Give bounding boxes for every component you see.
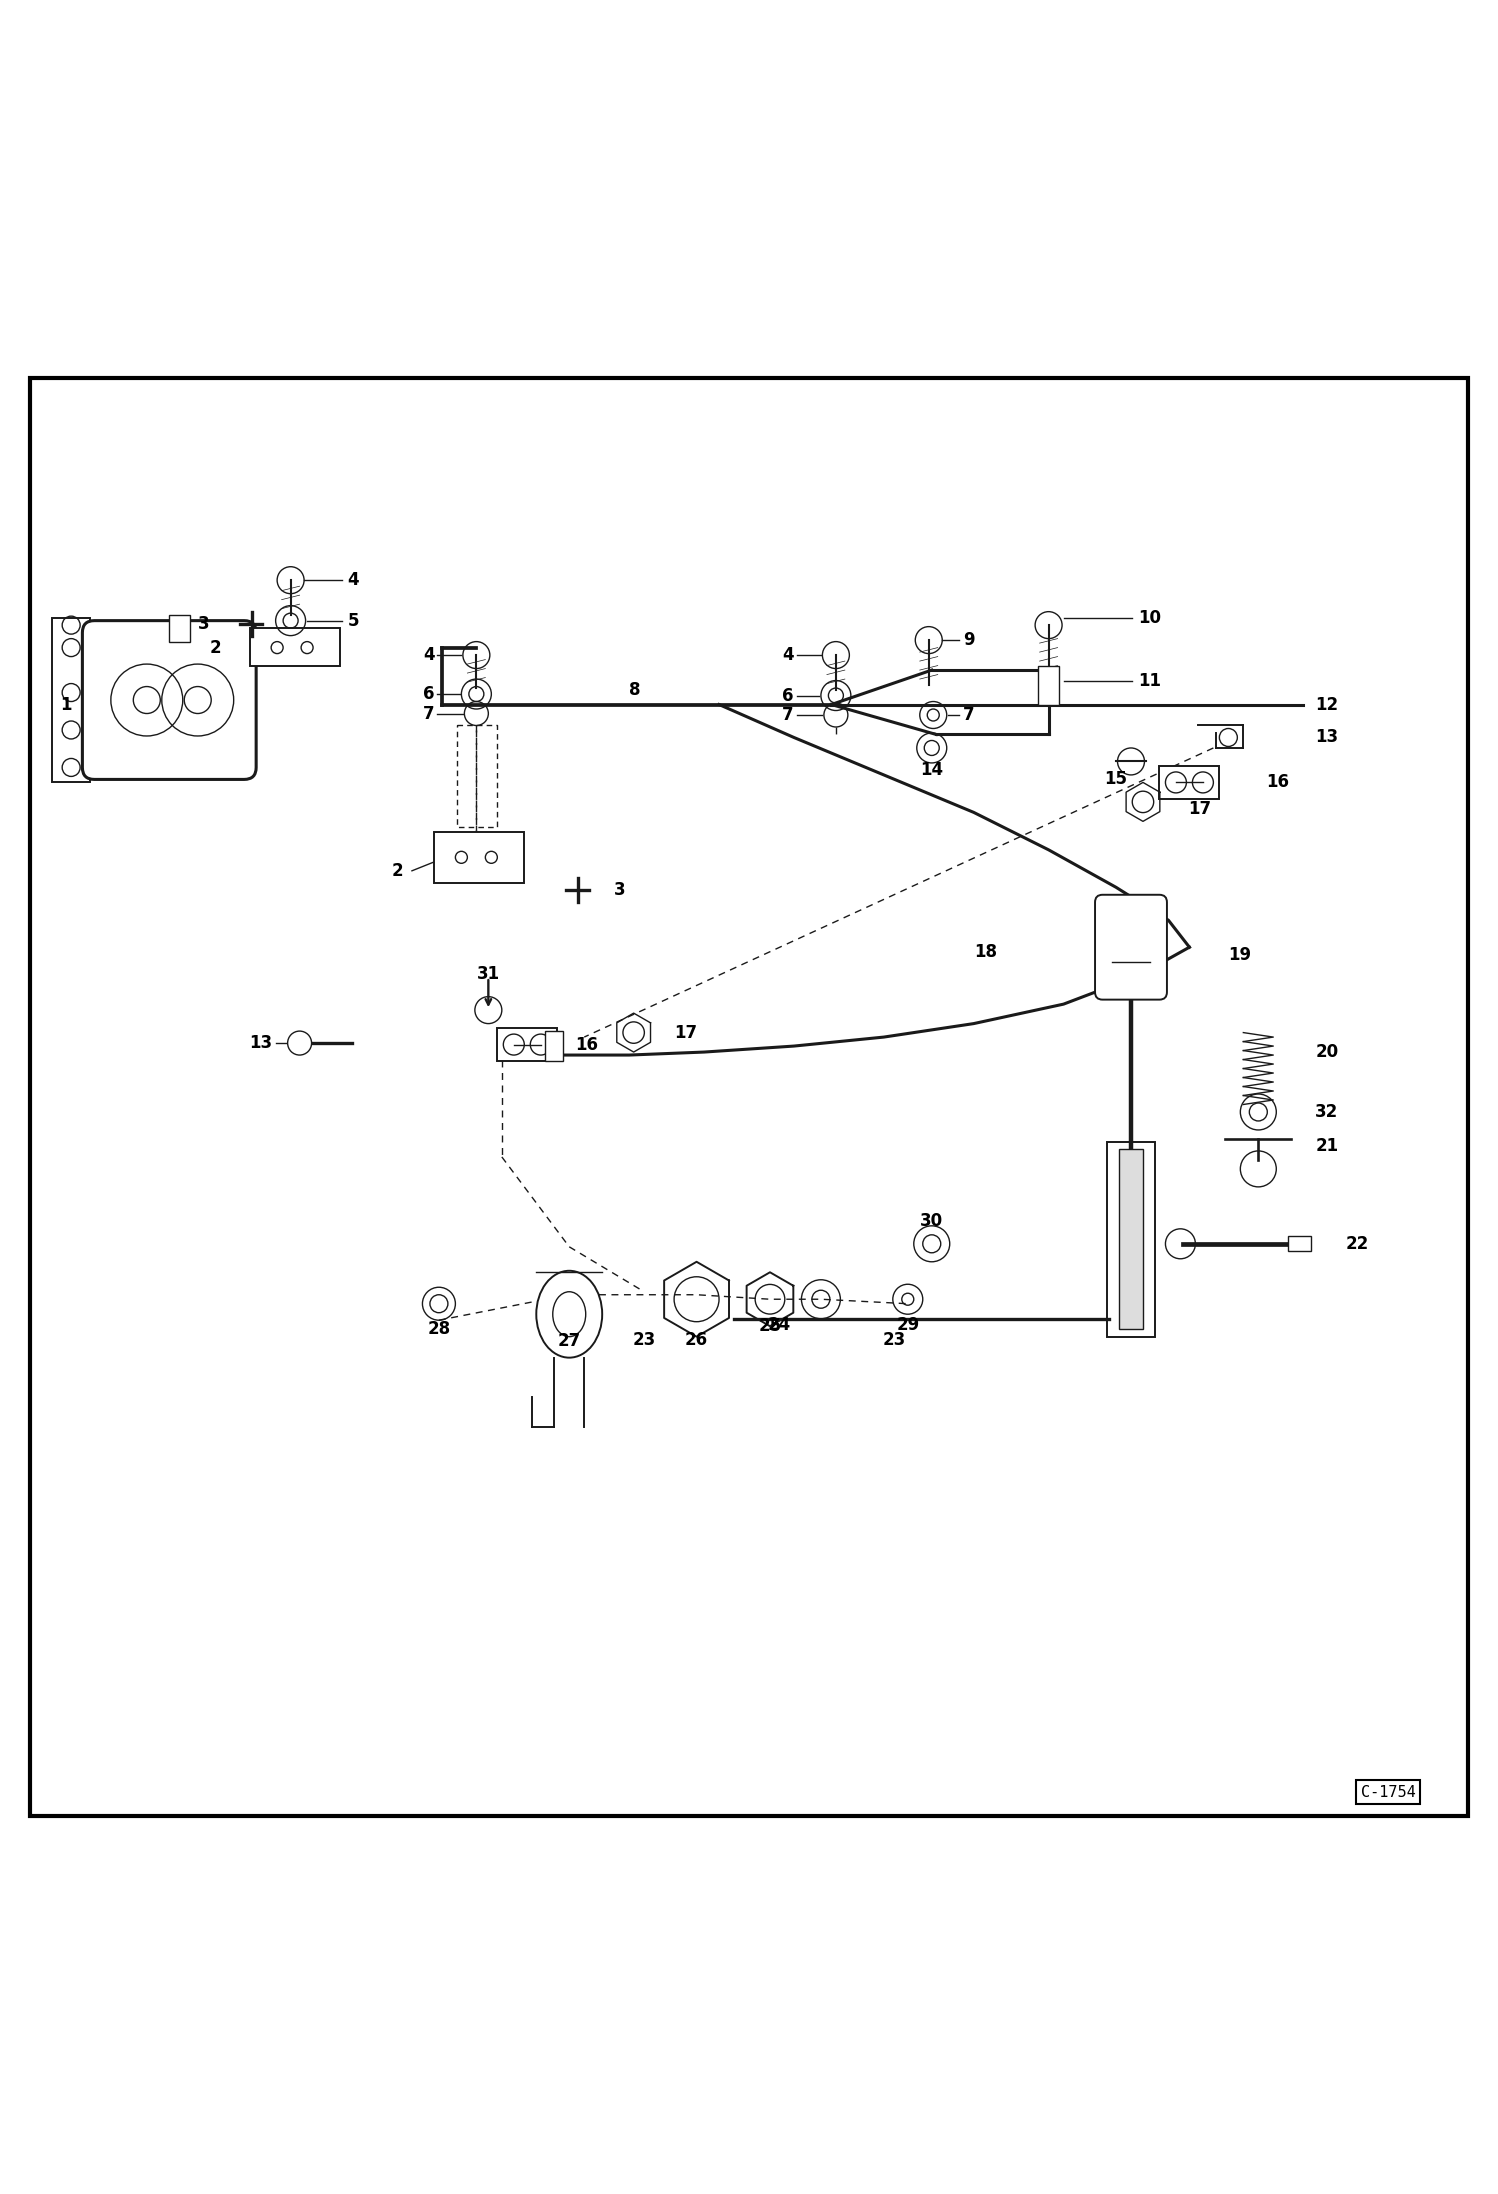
Text: 1: 1 [60, 695, 72, 713]
Text: 4: 4 [348, 570, 360, 590]
Text: 11: 11 [1138, 671, 1161, 689]
Bar [1288, 1235, 1311, 1251]
Text: 16: 16 [575, 1036, 598, 1053]
Text: 19: 19 [1228, 946, 1251, 963]
Bar [545, 1031, 563, 1062]
Text: 21: 21 [1315, 1136, 1338, 1156]
FancyBboxPatch shape [82, 621, 256, 779]
Text: 20: 20 [1315, 1042, 1338, 1062]
Bar [497, 1029, 557, 1062]
Text: 7: 7 [422, 704, 434, 722]
Bar [250, 627, 340, 665]
Text: 24: 24 [767, 1316, 791, 1334]
Text: 18: 18 [974, 943, 996, 961]
Text: 30: 30 [920, 1213, 944, 1231]
Ellipse shape [536, 1270, 602, 1358]
Text: 28: 28 [427, 1321, 451, 1338]
Text: C-1754: C-1754 [1360, 1784, 1416, 1799]
Text: 25: 25 [758, 1316, 782, 1336]
Text: 23: 23 [882, 1332, 906, 1349]
Text: 7: 7 [782, 706, 794, 724]
Text: 27: 27 [557, 1332, 581, 1349]
Text: 9: 9 [963, 632, 975, 649]
Bar [434, 832, 524, 882]
Text: 17: 17 [1188, 801, 1210, 818]
Text: 10: 10 [1138, 608, 1161, 627]
Text: 2: 2 [210, 638, 222, 656]
Text: 3: 3 [198, 614, 210, 632]
Text: 6: 6 [422, 685, 434, 702]
Text: 16: 16 [1266, 774, 1288, 792]
Text: 8: 8 [629, 680, 641, 698]
Text: 13: 13 [1315, 728, 1338, 746]
Text: 32: 32 [1315, 1104, 1339, 1121]
Text: 13: 13 [250, 1033, 273, 1053]
Text: 3: 3 [614, 882, 626, 900]
FancyBboxPatch shape [1095, 895, 1167, 1000]
Text: 4: 4 [422, 645, 434, 665]
Bar [169, 614, 190, 641]
Text: 22: 22 [1345, 1235, 1369, 1253]
Text: 17: 17 [674, 1025, 697, 1042]
Text: 26: 26 [685, 1332, 709, 1349]
Text: 5: 5 [348, 612, 360, 630]
Text: 6: 6 [782, 687, 794, 704]
Text: 4: 4 [782, 645, 794, 665]
Bar [1119, 1150, 1143, 1330]
Text: 7: 7 [963, 706, 975, 724]
Bar [1038, 665, 1059, 704]
Text: 23: 23 [632, 1332, 656, 1349]
Text: 14: 14 [920, 761, 944, 779]
Bar [1159, 766, 1219, 799]
Bar [1107, 1141, 1155, 1336]
Text: 12: 12 [1315, 695, 1338, 713]
Text: 29: 29 [896, 1316, 920, 1334]
Text: 31: 31 [476, 965, 500, 983]
Bar [52, 619, 90, 783]
Text: 2: 2 [391, 862, 403, 880]
Circle shape [288, 1031, 312, 1055]
Text: 15: 15 [1104, 770, 1128, 788]
